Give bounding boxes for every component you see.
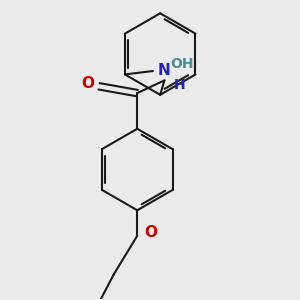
Text: O: O bbox=[144, 225, 157, 240]
Text: H: H bbox=[174, 78, 185, 92]
Text: OH: OH bbox=[170, 57, 194, 71]
Text: N: N bbox=[158, 63, 171, 78]
Text: O: O bbox=[82, 76, 94, 91]
